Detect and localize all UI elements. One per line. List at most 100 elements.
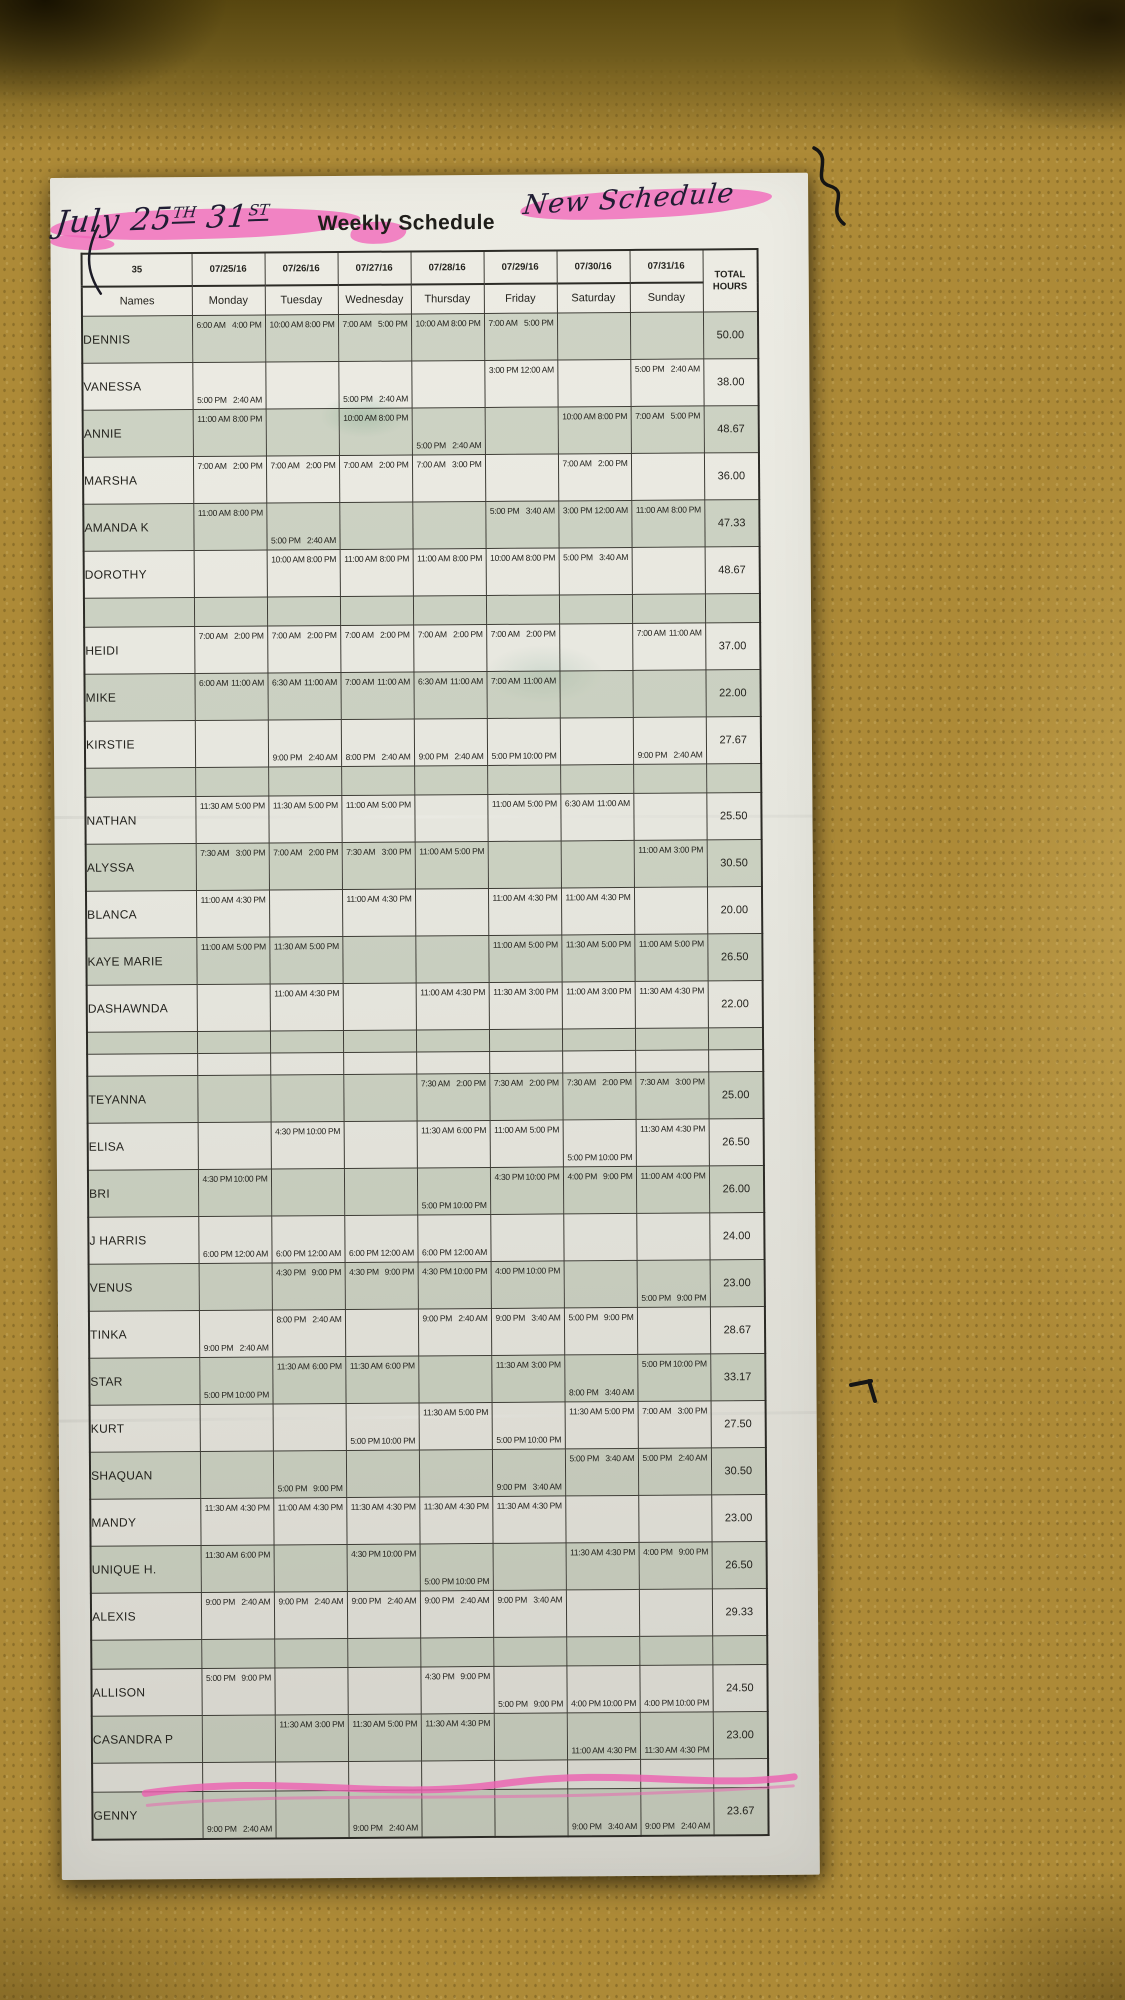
shift-end-time: 2:40 AM [239,1342,269,1353]
shift-times: 6:00 PM 12:00 AM [418,1247,490,1258]
shift-end-time: 5:00 PM [454,845,485,857]
schedule-cell-kurt-day5: 11:30 AM 5:00 PM [564,1401,638,1449]
schedule-cell-kurt-day3: 11:30 AM 5:00 PM [418,1402,492,1450]
shift-start-time: 4:30 PM [351,1548,381,1559]
shift-start-time: 6:00 PM [275,1248,306,1259]
shift-end-time: 8:00 PM [304,319,335,330]
total-hours-cell: 27.50 [710,1400,766,1448]
schedule-cell-venus-day4: 4:00 PM 10:00 PM [490,1260,564,1309]
schedule-cell-shaquan-day4: 9:00 PM 3:40 AM [491,1448,566,1497]
shift-start-time: 5:00 PM [634,363,665,374]
shift-times: 11:00 AM 3:00 PM [562,986,634,997]
shift-end-time: 11:00 AM [304,677,338,688]
date-header: 07/31/16 [629,249,703,283]
schedule-cell-elisa-day2 [343,1120,417,1169]
shift-start-time: 11:00 AM [638,844,672,855]
shift-end-time: 2:40 AM [232,394,263,405]
shift-start-time: 11:00 AM [565,892,599,903]
schedule-cell-empty-day6 [640,1758,714,1789]
shift-start-time: 11:00 AM [277,1502,311,1513]
shift-times: 10:00 AM 8:00 PM [486,552,558,563]
shift-end-time: 2:00 PM [305,460,336,471]
schedule-cell-tinka-day2 [344,1308,419,1357]
shift-end-time: 2:40 AM [460,1594,490,1606]
shift-end-time: 12:00 AM [453,1246,488,1258]
shift-times: 11:00 AM 4:30 PM [567,1745,639,1756]
shift-end-time: 11:00 AM [377,676,411,687]
schedule-cell-dennis-day1: 10:00 AM 8:00 PM [264,314,339,363]
shift-start-time: 7:00 AM [273,847,303,858]
shift-end-time: 9:00 PM [602,1170,633,1182]
shift-times: 11:00 AM 5:00 PM [197,941,269,952]
schedule-cell-marsha-day3: 7:00 AM 3:00 PM [411,454,486,502]
schedule-cell-casandra-p-day1: 11:30 AM 3:00 PM [274,1714,349,1762]
schedule-cell-heidi-day0: 7:00 AM 2:00 PM [194,625,268,674]
shift-start-time: 8:00 PM [568,1387,599,1398]
schedule-cell-blanca-day5: 11:00 AM 4:30 PM [560,887,635,935]
row-mike: MIKE 6:00 AM 11:00 AM 6:30 AM 11:00 AM 7:00 A… [84,669,761,722]
shift-start-time: 4:00 PM [643,1546,673,1557]
shift-times: 7:30 AM 3:00 PM [196,847,268,858]
schedule-cell-empty-day3 [421,1760,495,1790]
schedule-cell-heidi-day1: 7:00 AM 2:00 PM [267,625,341,673]
empty-name-cell [83,597,195,628]
schedule-cell-dorothy-day3: 11:00 AM 8:00 PM [412,548,486,596]
schedule-cell-dennis-day5 [556,312,631,360]
schedule-cell-empty-day3 [412,595,487,625]
schedule-cell-kirstie-day5 [559,717,634,765]
shift-end-time: 3:00 PM [531,1359,561,1370]
schedule-cell-teyanna-day2 [343,1073,417,1122]
employee-name-cell: ELISA [87,1122,198,1171]
schedule-cell-empty-day6 [639,1635,713,1666]
shift-times: 5:00 PM 9:00 PM [494,1698,566,1709]
schedule-cell-alexis-day1: 9:00 PM 2:40 AM [273,1591,348,1639]
schedule-cell-nathan-day6 [633,792,707,841]
shift-end-time: 8:00 PM [450,317,481,329]
shift-end-time: 8:00 PM [306,554,337,565]
shift-times: 8:00 PM 3:40 AM [565,1387,637,1398]
days-row: Names Monday Tuesday Wednesday Thursday Frid… [81,282,758,317]
schedule-cell-elisa-day4: 11:00 AM 5:00 PM [489,1119,563,1168]
schedule-cell-kurt-day1 [272,1403,346,1451]
schedule-cell-tinka-day5: 5:00 PM 9:00 PM [563,1307,638,1355]
shift-times: 11:30 AM 3:00 PM [492,1359,564,1370]
shift-times: 9:00 PM 3:40 AM [568,1821,640,1832]
schedule-cell-blanca-day1 [268,889,343,937]
schedule-cell-dashawnda-day0 [196,983,270,1032]
shift-end-time: 5:00 PM [529,1124,560,1135]
total-hours-cell [704,593,761,623]
shift-start-time: 11:30 AM [273,941,307,952]
page-title: Weekly Schedule [317,210,495,236]
schedule-cell-empty-day2 [347,1637,421,1668]
shift-times: 11:30 AM 4:30 PM [421,1718,493,1729]
shift-start-time: 11:30 AM [493,986,527,997]
employee-name-cell: ANNIE [82,409,193,458]
schedule-cell-heidi-day4: 7:00 AM 2:00 PM [486,623,560,672]
employee-name-cell: GENNY [92,1791,203,1840]
shift-end-time: 2:40 AM [242,1823,273,1834]
schedule-cell-kurt-day0 [199,1403,273,1452]
shift-start-time: 11:00 AM [571,1745,605,1756]
shift-end-time: 2:40 AM [454,750,484,762]
shift-end-time: 2:40 AM [452,439,482,451]
shift-start-time: 11:30 AM [570,1547,604,1558]
dates-row: 35 07/25/16 07/26/16 07/27/16 07/28/16 07/29… [81,249,758,312]
shift-end-time: 5:00 PM [527,798,557,809]
shift-end-time: 2:00 PM [529,1077,559,1088]
shift-times: 7:30 AM 2:00 PM [417,1078,489,1089]
shift-times: 7:00 AM 2:00 PM [558,458,630,469]
empty-name-cell [86,1031,198,1055]
shift-times: 7:00 AM 5:00 PM [338,318,410,329]
shift-start-time: 6:00 PM [202,1248,233,1259]
schedule-cell-mandy-day6 [638,1494,712,1543]
shift-start-time: 9:00 PM [206,1823,237,1834]
shift-times: 7:00 AM 3:00 PM [638,1405,710,1416]
shift-end-time: 2:00 PM [234,630,264,641]
schedule-cell-dashawnda-day1: 11:00 AM 4:30 PM [269,983,343,1031]
total-hours-cell: 47.33 [704,499,760,547]
shift-start-time: 11:00 AM [200,941,234,952]
schedule-cell-marsha-day0: 7:00 AM 2:00 PM [192,455,267,504]
shift-times: 4:30 PM 9:00 PM [272,1267,344,1278]
schedule-cell-empty-day1 [275,1761,349,1791]
total-hours-cell: 24.50 [712,1664,768,1712]
